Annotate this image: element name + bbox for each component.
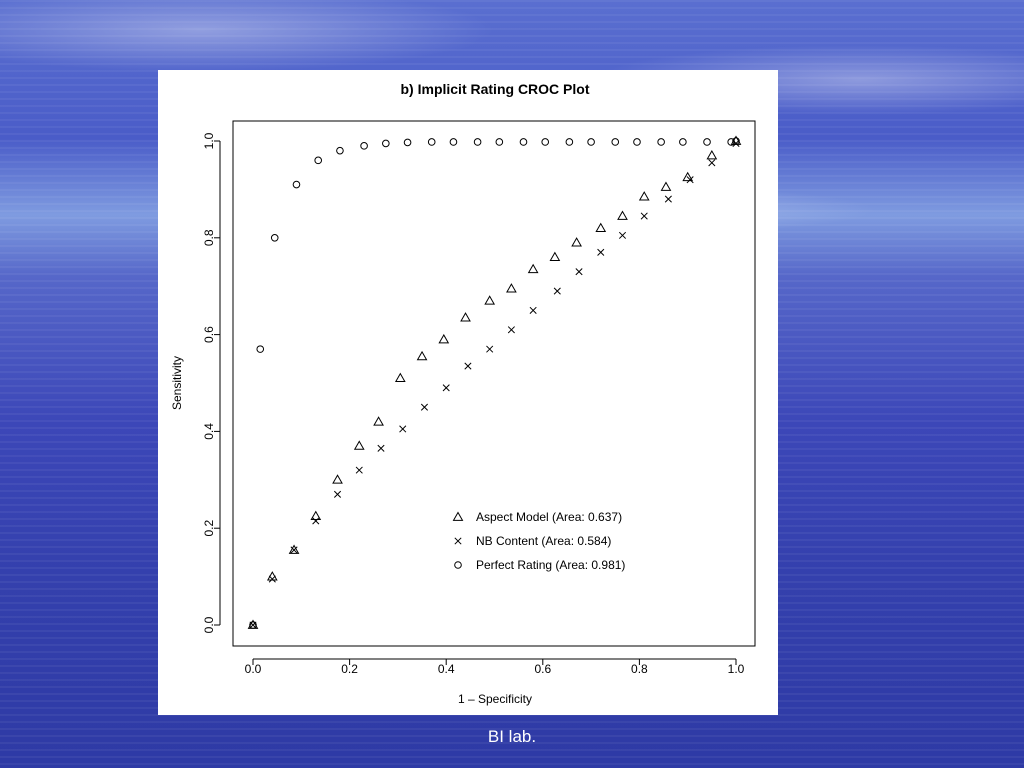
legend-marker-circle — [454, 561, 462, 569]
data-point-circle — [314, 156, 323, 165]
data-point-triangle — [706, 150, 718, 160]
data-point-cross — [377, 444, 385, 452]
legend-entry: NB Content (Area: 0.584) — [476, 534, 611, 548]
data-point-triangle — [373, 416, 384, 426]
data-point-circle — [270, 234, 279, 242]
data-point-circle — [679, 138, 687, 146]
data-point-cross — [664, 195, 672, 203]
data-point-circle — [541, 138, 550, 146]
data-point-circle — [727, 138, 735, 146]
y-tick-label: 0.6 — [202, 326, 216, 343]
legend-entry: Aspect Model (Area: 0.637) — [476, 510, 622, 524]
data-point-cross — [312, 517, 320, 525]
legend-entry: Perfect Rating (Area: 0.981) — [476, 558, 625, 572]
y-tick-label: 0.8 — [202, 229, 216, 246]
x-axis-label: 1 – Specificity — [458, 692, 532, 706]
data-point-circle — [611, 138, 620, 146]
data-point-triangle — [682, 171, 694, 182]
x-tick-label: 0.6 — [534, 662, 551, 676]
data-point-circle — [403, 138, 412, 147]
data-point-cross — [708, 159, 716, 167]
data-point-triangle — [484, 295, 496, 305]
data-point-circle — [732, 137, 740, 145]
data-point-circle — [336, 146, 344, 155]
data-point-circle — [360, 142, 368, 150]
x-tick-label: 0.8 — [631, 662, 648, 676]
data-point-triangle — [638, 191, 650, 201]
data-point-circle — [249, 621, 257, 629]
data-point-triangle — [416, 350, 428, 361]
chart-title: b) Implicit Rating CROC Plot — [401, 81, 590, 97]
footer-label: BI lab. — [487, 727, 537, 746]
data-point-cross — [640, 212, 648, 220]
y-tick-label: 0.2 — [202, 520, 216, 537]
data-point-circle — [427, 138, 436, 146]
x-tick-label: 0.0 — [245, 662, 262, 676]
data-point-cross — [290, 546, 298, 554]
data-point-cross — [442, 384, 450, 392]
legend-marker-cross — [454, 537, 462, 545]
data-point-triangle — [310, 510, 322, 520]
data-point-circle — [473, 138, 482, 146]
data-point-cross — [464, 362, 472, 370]
data-point-cross — [529, 306, 537, 314]
data-point-cross — [507, 326, 515, 334]
data-point-cross — [686, 176, 694, 184]
data-point-cross — [553, 287, 561, 295]
data-point-cross — [355, 466, 363, 474]
y-tick-label: 0.4 — [202, 423, 216, 440]
data-point-cross — [333, 490, 342, 498]
data-point-circle — [449, 138, 458, 146]
data-point-cross — [420, 403, 429, 411]
data-point-circle — [565, 138, 574, 146]
data-point-circle — [382, 139, 390, 148]
data-point-cross — [732, 139, 740, 147]
data-point-triangle — [332, 474, 343, 484]
data-point-cross — [618, 231, 627, 239]
data-point-triangle — [438, 333, 450, 344]
data-point-triangle — [353, 440, 365, 450]
data-point-circle — [256, 345, 265, 353]
roc-chart: b) Implicit Rating CROC Plot 0.0 0.2 0.4 0.6… — [170, 81, 756, 706]
x-tick-label: 0.4 — [438, 662, 455, 676]
x-tick-label: 1.0 — [728, 662, 745, 676]
data-point-cross — [597, 248, 605, 256]
data-point-circle — [519, 138, 528, 146]
data-point-triangle — [288, 544, 300, 554]
x-tick-label: 0.2 — [341, 662, 358, 676]
data-point-triangle — [527, 263, 539, 274]
data-point-triangle — [595, 222, 607, 232]
data-point-triangle — [394, 372, 406, 383]
data-point-circle — [495, 138, 504, 146]
legend-marker-triangle — [452, 511, 464, 521]
y-tick-label: 0.0 — [202, 616, 216, 633]
data-point-circle — [703, 138, 711, 146]
data-point-circle — [587, 138, 595, 146]
plot-frame — [232, 120, 756, 647]
data-point-circle — [292, 180, 301, 189]
data-point-triangle — [460, 312, 471, 322]
data-point-triangle — [660, 181, 672, 191]
data-point-cross — [486, 345, 494, 353]
data-point-triangle — [617, 210, 628, 220]
data-point-circle — [633, 138, 641, 146]
y-axis-label: Sensitivity — [170, 356, 184, 410]
data-point-cross — [575, 268, 583, 276]
data-point-circle — [657, 138, 665, 146]
chart-panel: b) Implicit Rating CROC Plot 0.0 0.2 0.4 0.6… — [158, 70, 778, 715]
data-point-triangle — [266, 571, 278, 581]
data-point-cross — [268, 575, 276, 583]
y-tick-label: 1.0 — [202, 132, 216, 149]
data-point-triangle — [549, 251, 561, 262]
data-point-cross — [399, 425, 407, 433]
data-point-triangle — [506, 283, 517, 293]
data-point-triangle — [571, 237, 582, 247]
